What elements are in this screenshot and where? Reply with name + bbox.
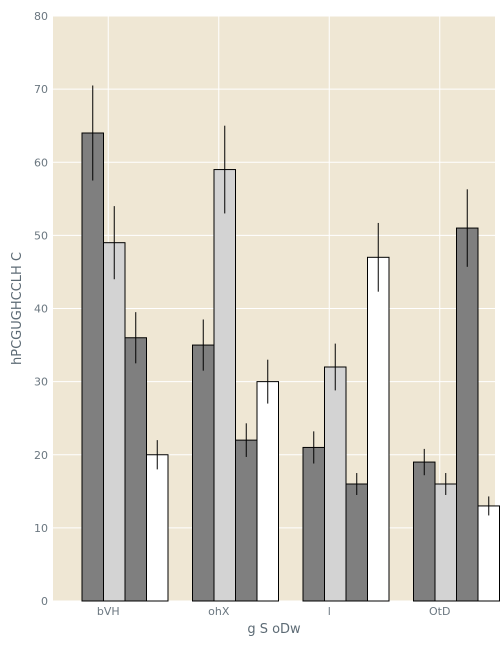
x-tick-label: ohX [208,605,230,618]
y-axis-label: hPCGUGHCCLH C [10,252,25,365]
y-tick-label: 60 [34,156,48,169]
y-tick-label: 80 [34,10,48,23]
bar [256,381,279,602]
bar [235,439,258,602]
bar [367,256,390,602]
bar [192,344,215,602]
bar [302,446,325,602]
error-bars [92,85,490,516]
bar [103,242,126,602]
bar [413,461,436,602]
bar [477,505,500,602]
y-tick-label: 0 [41,595,48,608]
bar [324,366,347,602]
y-tick-label: 30 [34,376,48,389]
bar [124,337,147,602]
bar [456,227,479,602]
x-tick-label: l [328,605,331,618]
bar [345,483,368,602]
bar [213,169,236,602]
y-axis-ticks: 0 10 20 30 40 50 60 70 80 [34,10,48,608]
bar [146,454,169,602]
x-tick-label: bVH [97,605,120,618]
x-axis-ticks: bVH ohX l OtD [97,605,451,618]
x-tick-label: OtD [429,605,450,618]
y-tick-label: 70 [34,83,48,96]
bar [81,132,104,602]
y-tick-label: 40 [34,303,48,316]
y-tick-label: 20 [34,449,48,462]
bar-series [81,132,500,602]
bar [434,483,457,602]
y-tick-label: 50 [34,229,48,242]
y-tick-label: 10 [34,522,48,535]
x-axis-label: g S oDw [247,622,301,637]
